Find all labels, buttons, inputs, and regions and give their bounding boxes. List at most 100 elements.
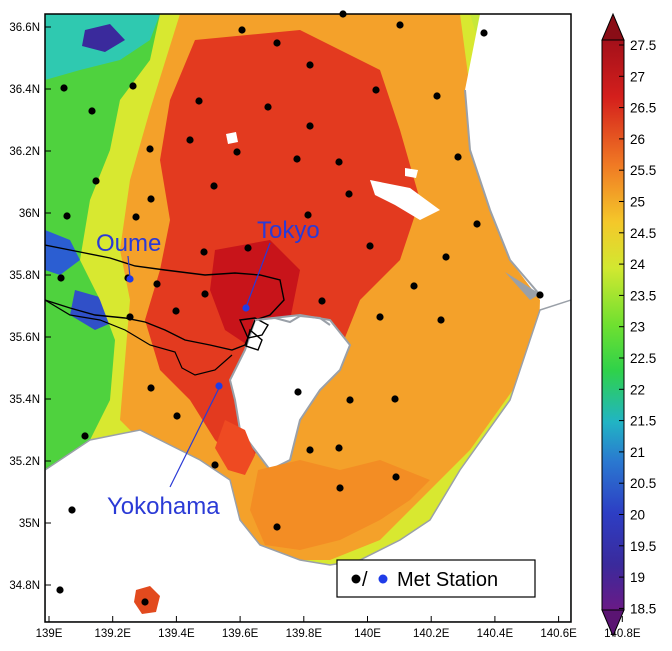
met-station-dot [437,316,445,324]
met-station-dot [56,586,64,594]
mountain-west-blue [45,230,80,275]
legend-blue-dot [378,574,388,584]
met-station-city-dot [242,304,250,312]
met-station-dot [147,195,155,203]
met-station-dot [273,39,281,47]
met-station-dot [244,244,252,252]
met-station-dot [141,598,149,606]
y-tick-label: 34.8N [9,580,40,592]
met-station-dot [306,122,314,130]
y-tick-label: 35.2N [9,456,40,468]
map-legend: / Met Station [336,559,536,598]
met-station-dot [480,29,488,37]
colorbar-label: 25.5 [630,163,656,178]
tokyo-coast [254,314,331,326]
urban-heat-red [145,30,420,470]
legend-separator: / [362,569,368,591]
met-station-dot [63,212,71,220]
met-station-dot [88,107,96,115]
y-tick-label: 35N [19,518,40,530]
legend-box [336,559,536,598]
oume-label: Oume [96,230,161,257]
x-tick-label: 140.2E [413,628,450,640]
colorbar-label: 27 [630,69,645,84]
colorbar-label: 23 [630,320,645,335]
colorbar-label: 26.5 [630,101,656,116]
colorbar: 27.5 27 26.5 26 25.5 25 24.5 24 23.5 23 22.5 22 21.5… [601,12,656,638]
met-station-dot [345,190,353,198]
colorbar-label: 23.5 [630,288,656,303]
met-station-dot [306,61,314,69]
colorbar-label: 27.5 [630,38,656,53]
met-station-dot [372,86,380,94]
met-station-dot [132,213,140,221]
yokohama-label: Yokohama [107,493,220,520]
met-station-dot [396,21,404,29]
met-station-dot [536,291,544,299]
met-station-dot [81,432,89,440]
colorbar-label: 20 [630,508,645,523]
met-station-city-dot [215,382,223,390]
legend-label: Met Station [397,569,498,591]
colorbar-label: 19.5 [630,539,656,554]
mountain-peak-blue [82,24,125,52]
met-station-dot [273,523,281,531]
met-station-dot [126,313,134,321]
y-tick-label: 35.4N [9,394,40,406]
colorbar-label: 19 [630,570,645,585]
tokyo-pointer-line [245,242,271,308]
y-tick-label: 36N [19,208,40,220]
colorbar-label: 21 [630,445,645,460]
colorbar-bottom-tip [601,609,625,638]
colorbar-label: 26 [630,132,645,147]
met-station-dot [233,148,241,156]
met-station-dot [318,297,326,305]
boso-tip [250,460,430,550]
axis-ticks: 139E 139.2E 139.4E 139.6E 139.8E 140E 140.2E 14… [9,22,641,640]
x-tick-label: 139E [36,628,63,640]
met-station-dot [335,158,343,166]
met-station-dot [376,313,384,321]
met-station-dot [335,444,343,452]
met-station-dot [211,461,219,469]
oume-pointer-line [127,255,131,279]
kanagawa-boundary [45,299,233,376]
met-station-dot [346,396,354,404]
colorbar-label: 22.5 [630,351,656,366]
met-station-dot [473,220,481,228]
met-station-dot [304,211,312,219]
met-station-dot [410,282,418,290]
met-station-dot [210,182,218,190]
met-station-dot [147,384,155,392]
x-tick-label: 140.6E [540,628,577,640]
colorbar-body [601,39,625,611]
met-station-layer [56,10,544,606]
met-station-city-dot [126,275,134,283]
tokyo-bay [228,313,352,472]
colorbar-label: 24.5 [630,226,656,241]
x-tick-label: 140.8E [604,628,641,640]
met-station-dot [200,248,208,256]
lake-north [226,132,238,144]
met-station-dot [264,103,272,111]
colorbar-label: 22 [630,382,645,397]
met-station-dot [294,388,302,396]
met-station-dot [392,473,400,481]
met-station-dot [293,155,301,163]
ward-lines [238,317,269,351]
map-frame [44,13,572,623]
y-tick-label: 35.8N [9,270,40,282]
y-tick-label: 36.4N [9,84,40,96]
met-station-dot [238,26,246,34]
colorbar-label: 25 [630,195,645,210]
met-station-dot [306,446,314,454]
x-tick-label: 139.4E [158,628,195,640]
colorbar-tick-labels: 27.5 27 26.5 26 25.5 25 24.5 24 23.5 23 22.5 22 21.5… [619,38,656,616]
miura-peninsula [215,420,255,475]
met-station-dot [57,274,65,282]
met-station-dot [68,506,76,514]
y-tick-label: 36.2N [9,146,40,158]
met-station-dot [60,84,68,92]
met-station-dot [391,395,399,403]
